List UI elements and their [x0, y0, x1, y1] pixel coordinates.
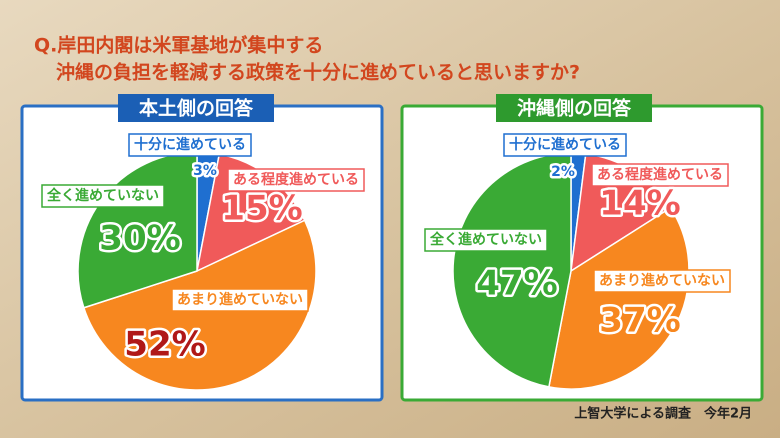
value-label: 3%	[193, 163, 217, 179]
panel-title: 本土側の回答	[139, 97, 254, 120]
category-box	[503, 133, 627, 157]
category-label: あまり進めていない	[177, 292, 303, 308]
category-label: ある程度進めている	[597, 166, 723, 183]
category-box	[41, 184, 165, 208]
value-label: 37%	[599, 301, 680, 341]
panel-header	[496, 94, 652, 122]
value-label: 14%	[599, 184, 680, 224]
value-label: 15%	[221, 189, 302, 229]
value-label: 47%	[476, 264, 557, 304]
category-label: 十分に進めている	[509, 136, 621, 153]
value-label: 52%	[124, 325, 205, 365]
panel-title: 沖縄側の回答	[517, 97, 632, 120]
category-box	[227, 168, 365, 192]
category-label: ある程度進めている	[233, 171, 359, 188]
pie-slice	[452, 152, 572, 388]
category-box	[424, 228, 548, 252]
category-label: あまり進めていない	[599, 273, 725, 289]
category-label: 全く進めていない	[429, 231, 542, 248]
question-line: Q.岸田内閣は米軍基地が集中する	[34, 34, 323, 57]
value-label: 30%	[99, 219, 180, 259]
category-label: 全く進めていない	[46, 187, 159, 204]
category-box	[593, 269, 731, 293]
source: 上智大学による調査 今年2月	[574, 406, 752, 422]
category-label: 十分に進めている	[134, 136, 246, 153]
pie-slice	[548, 206, 690, 390]
panel-header	[118, 94, 274, 122]
category-box	[128, 133, 252, 157]
category-box	[171, 288, 309, 312]
category-box	[591, 163, 729, 187]
question-line: 沖縄の負担を軽減する政策を十分に進めていると思いますか?	[56, 61, 580, 84]
value-label: 2%	[551, 164, 575, 180]
